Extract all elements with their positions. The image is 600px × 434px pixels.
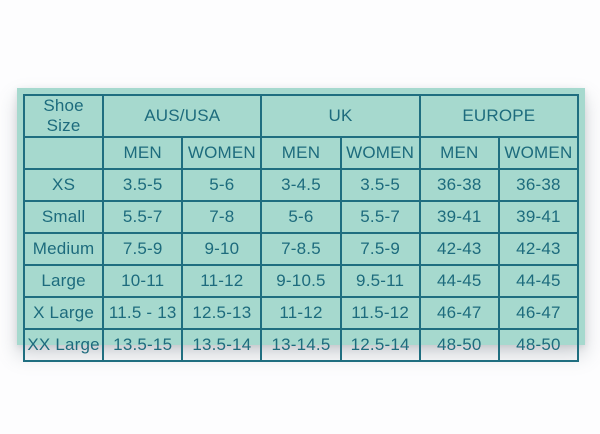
size-value: 3-4.5	[260, 168, 342, 202]
size-value: 39-41	[497, 200, 580, 234]
size-value: 12.5-14	[339, 328, 421, 362]
size-value: 12.5-13	[181, 296, 263, 330]
size-value: 44-45	[497, 264, 580, 298]
size-value: 3.5-5	[102, 168, 184, 202]
table-row: Large 10-11 11-12 9-10.5 9.5-11 44-45 44…	[22, 264, 580, 298]
size-value: 46-47	[497, 296, 580, 330]
size-value: 5.5-7	[102, 200, 184, 234]
size-value: 44-45	[418, 264, 500, 298]
size-label: Large	[22, 264, 105, 298]
gender-header-women-aus: WOMEN	[181, 136, 263, 170]
size-value: 5-6	[260, 200, 342, 234]
gender-header-men-uk: MEN	[260, 136, 342, 170]
shoe-size-table: Shoe Size AUS/USA UK EUROPE MEN WOMEN ME…	[22, 94, 580, 362]
size-value: 11-12	[260, 296, 342, 330]
gender-header-women-europe: WOMEN	[497, 136, 580, 170]
size-value: 3.5-5	[339, 168, 421, 202]
table-row: XX Large 13.5-15 13.5-14 13-14.5 12.5-14…	[22, 328, 580, 362]
size-value: 39-41	[418, 200, 500, 234]
gender-header-row: MEN WOMEN MEN WOMEN MEN WOMEN	[22, 136, 580, 170]
table-row: Small 5.5-7 7-8 5-6 5.5-7 39-41 39-41	[22, 200, 580, 234]
size-value: 48-50	[497, 328, 580, 362]
region-header-aus-usa: AUS/USA	[102, 94, 263, 138]
size-value: 10-11	[102, 264, 184, 298]
size-label: XS	[22, 168, 105, 202]
region-header-uk: UK	[260, 94, 421, 138]
table-row: Medium 7.5-9 9-10 7-8.5 7.5-9 42-43 42-4…	[22, 232, 580, 266]
region-header-europe: EUROPE	[418, 94, 580, 138]
size-value: 42-43	[418, 232, 500, 266]
size-value: 42-43	[497, 232, 580, 266]
region-header-row: Shoe Size AUS/USA UK EUROPE	[22, 94, 580, 138]
empty-corner-cell	[22, 136, 105, 170]
gender-header-women-uk: WOMEN	[339, 136, 421, 170]
size-value: 7-8	[181, 200, 263, 234]
size-label: X Large	[22, 296, 105, 330]
gender-header-men-aus: MEN	[102, 136, 184, 170]
size-chart-panel: Shoe Size AUS/USA UK EUROPE MEN WOMEN ME…	[17, 88, 585, 362]
size-label: XX Large	[22, 328, 105, 362]
size-value: 13.5-14	[181, 328, 263, 362]
table-row: X Large 11.5 - 13 12.5-13 11-12 11.5-12 …	[22, 296, 580, 330]
gender-header-men-europe: MEN	[418, 136, 500, 170]
size-value: 11.5 - 13	[102, 296, 184, 330]
size-value: 7-8.5	[260, 232, 342, 266]
size-value: 5.5-7	[339, 200, 421, 234]
size-value: 7.5-9	[102, 232, 184, 266]
size-value: 13-14.5	[260, 328, 342, 362]
table-row: XS 3.5-5 5-6 3-4.5 3.5-5 36-38 36-38	[22, 168, 580, 202]
size-value: 11.5-12	[339, 296, 421, 330]
size-value: 36-38	[418, 168, 500, 202]
size-value: 9.5-11	[339, 264, 421, 298]
size-value: 9-10	[181, 232, 263, 266]
size-value: 36-38	[497, 168, 580, 202]
size-label: Medium	[22, 232, 105, 266]
size-value: 5-6	[181, 168, 263, 202]
size-value: 13.5-15	[102, 328, 184, 362]
size-label: Small	[22, 200, 105, 234]
size-value: 7.5-9	[339, 232, 421, 266]
size-value: 11-12	[181, 264, 263, 298]
size-value: 9-10.5	[260, 264, 342, 298]
size-value: 48-50	[418, 328, 500, 362]
corner-header: Shoe Size	[22, 94, 105, 138]
size-value: 46-47	[418, 296, 500, 330]
